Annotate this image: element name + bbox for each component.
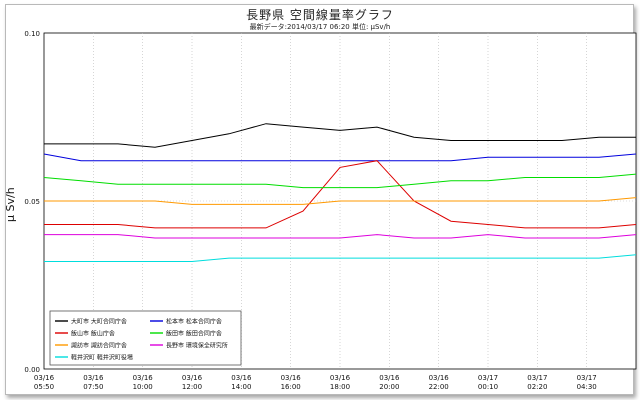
series-line <box>43 153 637 162</box>
x-tick-date: 03/16 <box>379 374 400 382</box>
legend-label: 長野市 環境保全研究所 <box>166 342 228 350</box>
x-tick-date: 03/17 <box>478 374 498 382</box>
x-tick-date: 03/16 <box>429 374 450 382</box>
y-axis-label: μ Sv/h <box>4 187 17 222</box>
series-line <box>44 160 637 229</box>
y-tick-labels: 0.00 0.05 0.10 <box>24 30 40 374</box>
legend-label: 大町市 大町合同庁舎 <box>71 318 127 326</box>
series-lines <box>43 123 637 262</box>
x-tick-date: 03/16 <box>34 374 55 382</box>
series-line <box>43 173 637 189</box>
x-tick-time: 05:50 <box>34 383 54 391</box>
y-tick-label: 0.10 <box>24 30 40 38</box>
y-tick-label: 0.00 <box>24 366 40 374</box>
x-tick-date: 03/16 <box>182 374 203 382</box>
x-tick-time: 16:00 <box>281 383 301 391</box>
legend-label: 松本市 松本合同庁舎 <box>166 318 222 326</box>
x-tick-time: 00:10 <box>478 383 498 391</box>
x-tick-labels: 03/1605:5003/1607:5003/1610:0003/1612:00… <box>34 374 597 391</box>
chart-title: 長野県 空間線量率グラフ <box>246 8 394 22</box>
series-line <box>44 197 637 205</box>
x-tick-time: 18:00 <box>330 383 350 391</box>
x-tick-time: 20:00 <box>379 383 399 391</box>
x-tick-time: 10:00 <box>133 383 153 391</box>
x-tick-time: 07:50 <box>83 383 103 391</box>
legend-label: 軽井沢町 軽井沢町役場 <box>71 354 133 362</box>
legend-label: 飯山市 飯山庁舎 <box>71 330 115 338</box>
x-tick-time: 14:00 <box>231 383 251 391</box>
series-line <box>44 254 637 262</box>
x-tick-time: 02:20 <box>527 383 547 391</box>
x-tick-date: 03/16 <box>231 374 252 382</box>
legend-label: 飯田市 飯田合同庁舎 <box>166 330 222 338</box>
series-line <box>44 123 636 148</box>
y-tick-label: 0.05 <box>24 198 40 206</box>
chart-subtitle: 最新データ:2014/03/17 06:20 単位: μSv/h <box>249 23 391 31</box>
x-tick-date: 03/17 <box>527 374 547 382</box>
x-tick-date: 03/16 <box>133 374 154 382</box>
x-tick-date: 03/16 <box>281 374 302 382</box>
x-tick-date: 03/16 <box>83 374 104 382</box>
x-tick-time: 04:30 <box>577 383 597 391</box>
x-tick-date: 03/17 <box>577 374 597 382</box>
legend-label: 諏訪市 諏訪合同庁舎 <box>71 342 127 350</box>
x-tick-time: 22:00 <box>429 383 449 391</box>
x-tick-date: 03/16 <box>330 374 351 382</box>
x-tick-time: 12:00 <box>182 383 202 391</box>
series-line <box>44 234 637 239</box>
